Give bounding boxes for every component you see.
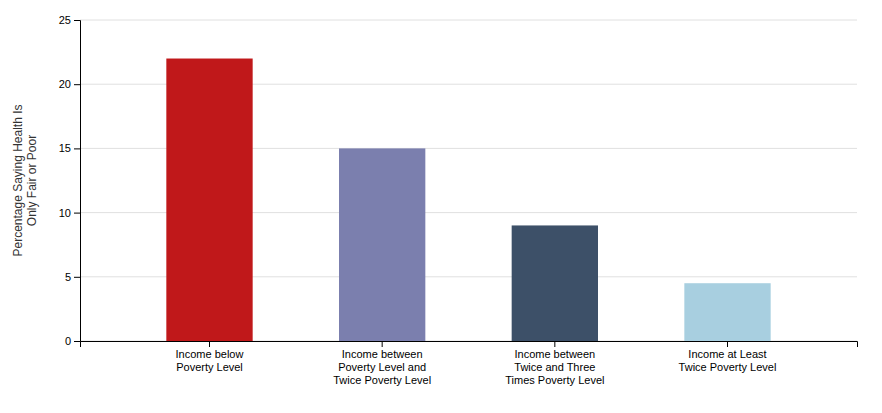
x-tick-label-line: Income at Least xyxy=(688,348,766,360)
y-axis-title-line: Only Fair or Poor xyxy=(25,135,39,226)
x-tick-label-line: Times Poverty Level xyxy=(505,374,604,386)
x-tick-mark xyxy=(209,341,210,347)
y-tick: 0 xyxy=(65,335,80,347)
bar xyxy=(339,148,425,341)
x-tick-mark xyxy=(554,341,555,347)
y-axis: 0 5 10 15 20 25 xyxy=(59,14,81,347)
x-tick: Income betweenPoverty Level andTwice Pov… xyxy=(333,341,431,386)
x-axis-line xyxy=(81,342,858,348)
grid-line xyxy=(80,20,857,21)
y-tick: 5 xyxy=(65,271,80,283)
x-tick-label-line: Twice and Three xyxy=(514,361,595,373)
x-tick-label-line: Income below xyxy=(176,348,244,360)
y-tick-label: 20 xyxy=(59,78,71,90)
y-axis-title-line: Percentage Saying Health Is xyxy=(11,104,25,256)
y-axis-title: Percentage Saying Health IsOnly Fair or … xyxy=(11,104,39,256)
y-axis-line xyxy=(74,21,81,342)
chart-svg: 0510152025Income belowPoverty LevelIncom… xyxy=(0,0,882,413)
y-tick-mark xyxy=(74,341,80,342)
x-tick-label: Income betweenPoverty Level andTwice Pov… xyxy=(333,348,431,386)
y-tick-mark xyxy=(74,148,80,149)
grid xyxy=(80,20,857,341)
x-tick-label-line: Twice Poverty Level xyxy=(333,374,431,386)
x-tick: Income betweenTwice and ThreeTimes Pover… xyxy=(505,341,604,386)
y-tick: 10 xyxy=(59,207,80,219)
x-tick-label: Income betweenTwice and ThreeTimes Pover… xyxy=(505,348,604,386)
x-tick-label: Income belowPoverty Level xyxy=(176,348,244,373)
y-tick-label: 5 xyxy=(65,271,71,283)
y-tick: 15 xyxy=(59,142,80,154)
y-tick-label: 25 xyxy=(59,14,71,26)
x-tick-label-line: Income between xyxy=(514,348,595,360)
bar xyxy=(684,283,770,341)
y-tick: 25 xyxy=(59,14,80,26)
plot: 0510152025Income belowPoverty LevelIncom… xyxy=(59,14,858,386)
y-tick: 20 xyxy=(59,78,80,90)
y-tick-label: 15 xyxy=(59,142,71,154)
bars xyxy=(166,59,770,341)
x-tick: Income belowPoverty Level xyxy=(176,341,244,373)
x-tick-label-line: Twice Poverty Level xyxy=(679,361,777,373)
x-tick-label-line: Income between xyxy=(342,348,423,360)
x-tick: Income at LeastTwice Poverty Level xyxy=(679,341,777,373)
y-tick-label: 0 xyxy=(65,335,71,347)
x-tick-label-line: Poverty Level and xyxy=(338,361,426,373)
x-tick-label: Income at LeastTwice Poverty Level xyxy=(679,348,777,373)
y-tick-mark xyxy=(74,277,80,278)
chart-container: 0510152025Income belowPoverty LevelIncom… xyxy=(0,0,882,413)
bar xyxy=(166,59,252,341)
x-axis: Income belowPoverty LevelIncome betweenP… xyxy=(81,341,858,386)
y-tick-label: 10 xyxy=(59,207,71,219)
bar xyxy=(512,225,598,341)
y-tick-mark xyxy=(74,213,80,214)
x-tick-mark xyxy=(382,341,383,347)
y-tick-mark xyxy=(74,20,80,21)
y-tick-mark xyxy=(74,84,80,85)
x-tick-label-line: Poverty Level xyxy=(176,361,243,373)
x-tick-mark xyxy=(727,341,728,347)
